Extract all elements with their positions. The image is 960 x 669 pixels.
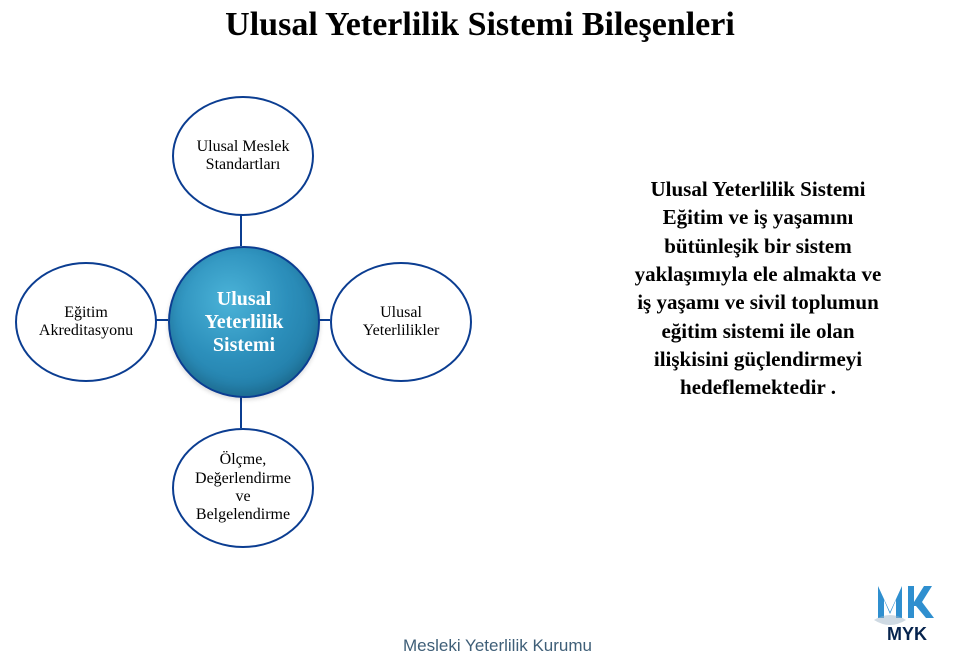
- node-left-label: EğitimAkreditasyonu: [33, 298, 139, 347]
- node-right: UlusalYeterlilikler: [330, 262, 472, 382]
- node-left: EğitimAkreditasyonu: [15, 262, 157, 382]
- page-title: Ulusal Yeterlilik Sistemi Bileşenleri: [0, 6, 960, 44]
- node-center-label: UlusalYeterlilikSistemi: [199, 282, 290, 363]
- node-bottom: Ölçme,DeğerlendirmeveBelgelendirme: [172, 428, 314, 548]
- node-right-label: UlusalYeterlilikler: [357, 298, 446, 347]
- node-top-label: Ulusal MeslekStandartları: [191, 132, 296, 181]
- logo-mark-icon: [874, 586, 934, 625]
- node-bottom-label: Ölçme,DeğerlendirmeveBelgelendirme: [189, 445, 297, 531]
- node-top: Ulusal MeslekStandartları: [172, 96, 314, 216]
- node-center: UlusalYeterlilikSistemi: [168, 246, 320, 398]
- description-paragraph: Ulusal Yeterlilik SistemiEğitim ve iş ya…: [568, 175, 948, 402]
- connector-bottom: [240, 394, 242, 428]
- footer-org-name: Mesleki Yeterlilik Kurumu: [403, 636, 592, 656]
- title-text: Ulusal Yeterlilik Sistemi Bileşenleri: [225, 6, 735, 43]
- logo-text: MYK: [887, 624, 927, 644]
- connector-top: [240, 212, 242, 246]
- myk-logo: MYK: [868, 582, 946, 650]
